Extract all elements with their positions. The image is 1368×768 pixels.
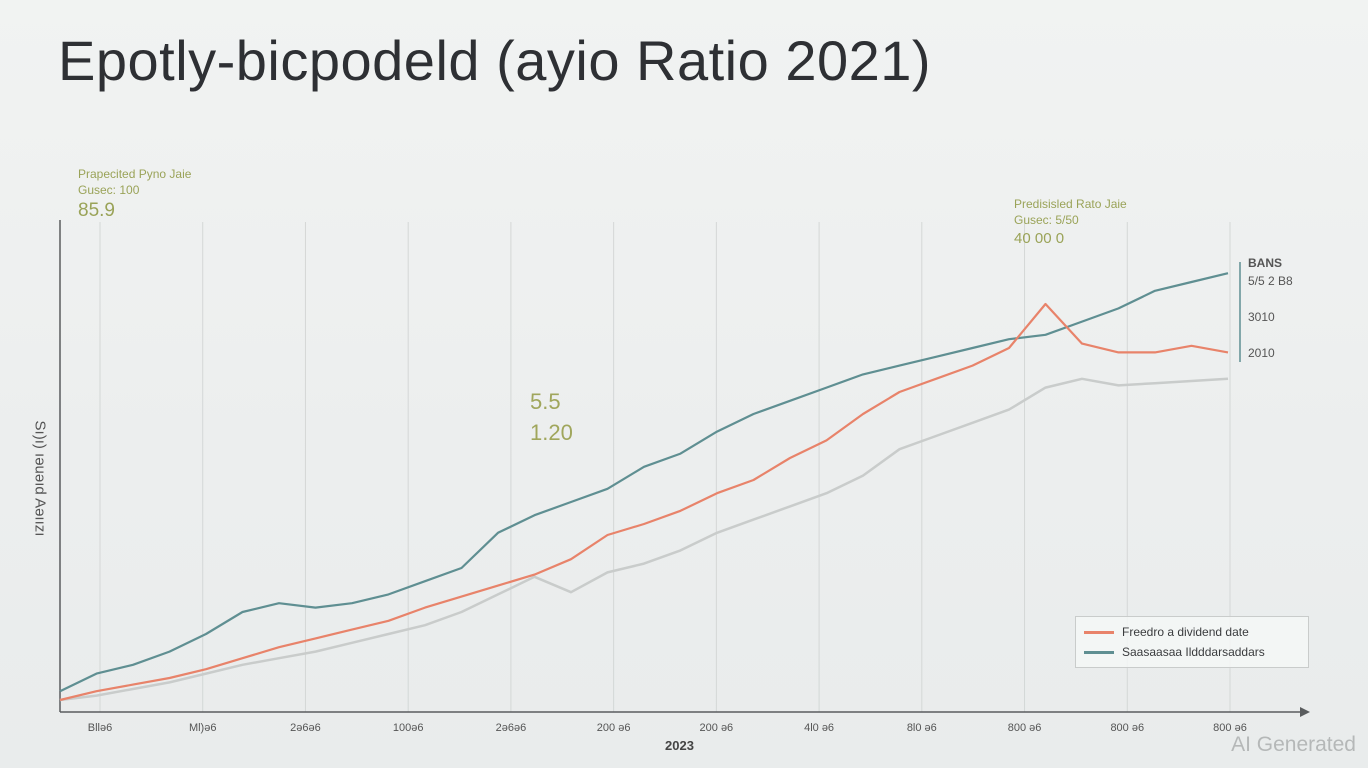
x-tick-label: 2ə6ə6 <box>290 722 321 734</box>
y-axis-label: Sı)ı) ıəuəıd Aəıızı <box>31 420 49 537</box>
x-tick-label: 800 ə6 <box>1110 722 1145 734</box>
annotation-mid-value: 1.20 <box>530 420 573 445</box>
x-axis-label: 2023 <box>665 738 694 753</box>
legend-entry: Saasaasaa Ildddarsaddars <box>1084 645 1265 659</box>
x-tick-label: Bllə6 <box>87 722 113 734</box>
legend-entry: Freedro a dividend date <box>1084 625 1249 639</box>
right-label-2: 3010 <box>1248 310 1275 324</box>
x-tick-label: 200 ə6 <box>699 722 734 734</box>
grid-lines <box>99 222 1231 712</box>
x-axis-arrow <box>1300 707 1310 717</box>
watermark: AI Generated <box>1231 733 1356 756</box>
annotation-right-label: Predisisled Rato Jaie <box>1014 197 1127 211</box>
annotation-mid: 5.5 1.20 <box>530 386 573 448</box>
x-tick-label: 100ə6 <box>392 722 424 734</box>
annotation-left-label: Prapecited Pyno Jaie <box>78 167 192 181</box>
x-tick-label: 2ə6ə6 <box>495 722 527 734</box>
x-tick-label: 200 ə6 <box>596 722 631 734</box>
annotation-mid-label: 5.5 <box>530 389 561 414</box>
chart-title: Epotly-bicpodeld (ayio Ratio 2021) <box>58 29 932 92</box>
x-tick-label: 800 ə6 <box>1007 722 1042 734</box>
right-label-3: 2010 <box>1248 346 1275 360</box>
right-value-labels: BANS 5/5 2 B8 3010 2010 <box>1248 256 1293 360</box>
series-line-1 <box>59 272 1229 693</box>
annotation-right: Predisisled Rato Jaie Gusec: 5/50 40 00 … <box>1014 196 1127 250</box>
annotation-left: Prapecited Pyno Jaie Gusec: 100 85.9 <box>78 166 191 224</box>
legend-swatch-red <box>1084 630 1114 634</box>
x-tick-label: Ml)ə6 <box>188 722 217 734</box>
x-tick-label: 800 ə6 <box>1213 722 1247 734</box>
legend-swatch-teal <box>1084 650 1114 654</box>
right-label-0: BANS <box>1248 256 1283 270</box>
annotation-right-sub: Gusec: 5/50 <box>1014 213 1079 227</box>
chart-legend: Freedro a dividend date Saasaasaa Ilddda… <box>1075 616 1309 668</box>
annotation-left-value: 85.9 <box>78 200 115 221</box>
x-tick-label: 4l0 ə6 <box>804 722 835 734</box>
annotation-left-sub: Gusec: 100 <box>78 183 140 197</box>
legend-label: Saasaasaa Ildddarsaddars <box>1122 645 1265 659</box>
series-line-2 <box>59 377 1229 702</box>
x-tick-label: 8l0 ə6 <box>906 722 937 734</box>
legend-label: Freedro a dividend date <box>1122 625 1249 639</box>
right-label-1: 5/5 2 B8 <box>1248 274 1293 288</box>
annotation-right-value: 40 00 0 <box>1014 230 1065 247</box>
series-group <box>59 272 1229 702</box>
series-line-0 <box>59 302 1229 702</box>
